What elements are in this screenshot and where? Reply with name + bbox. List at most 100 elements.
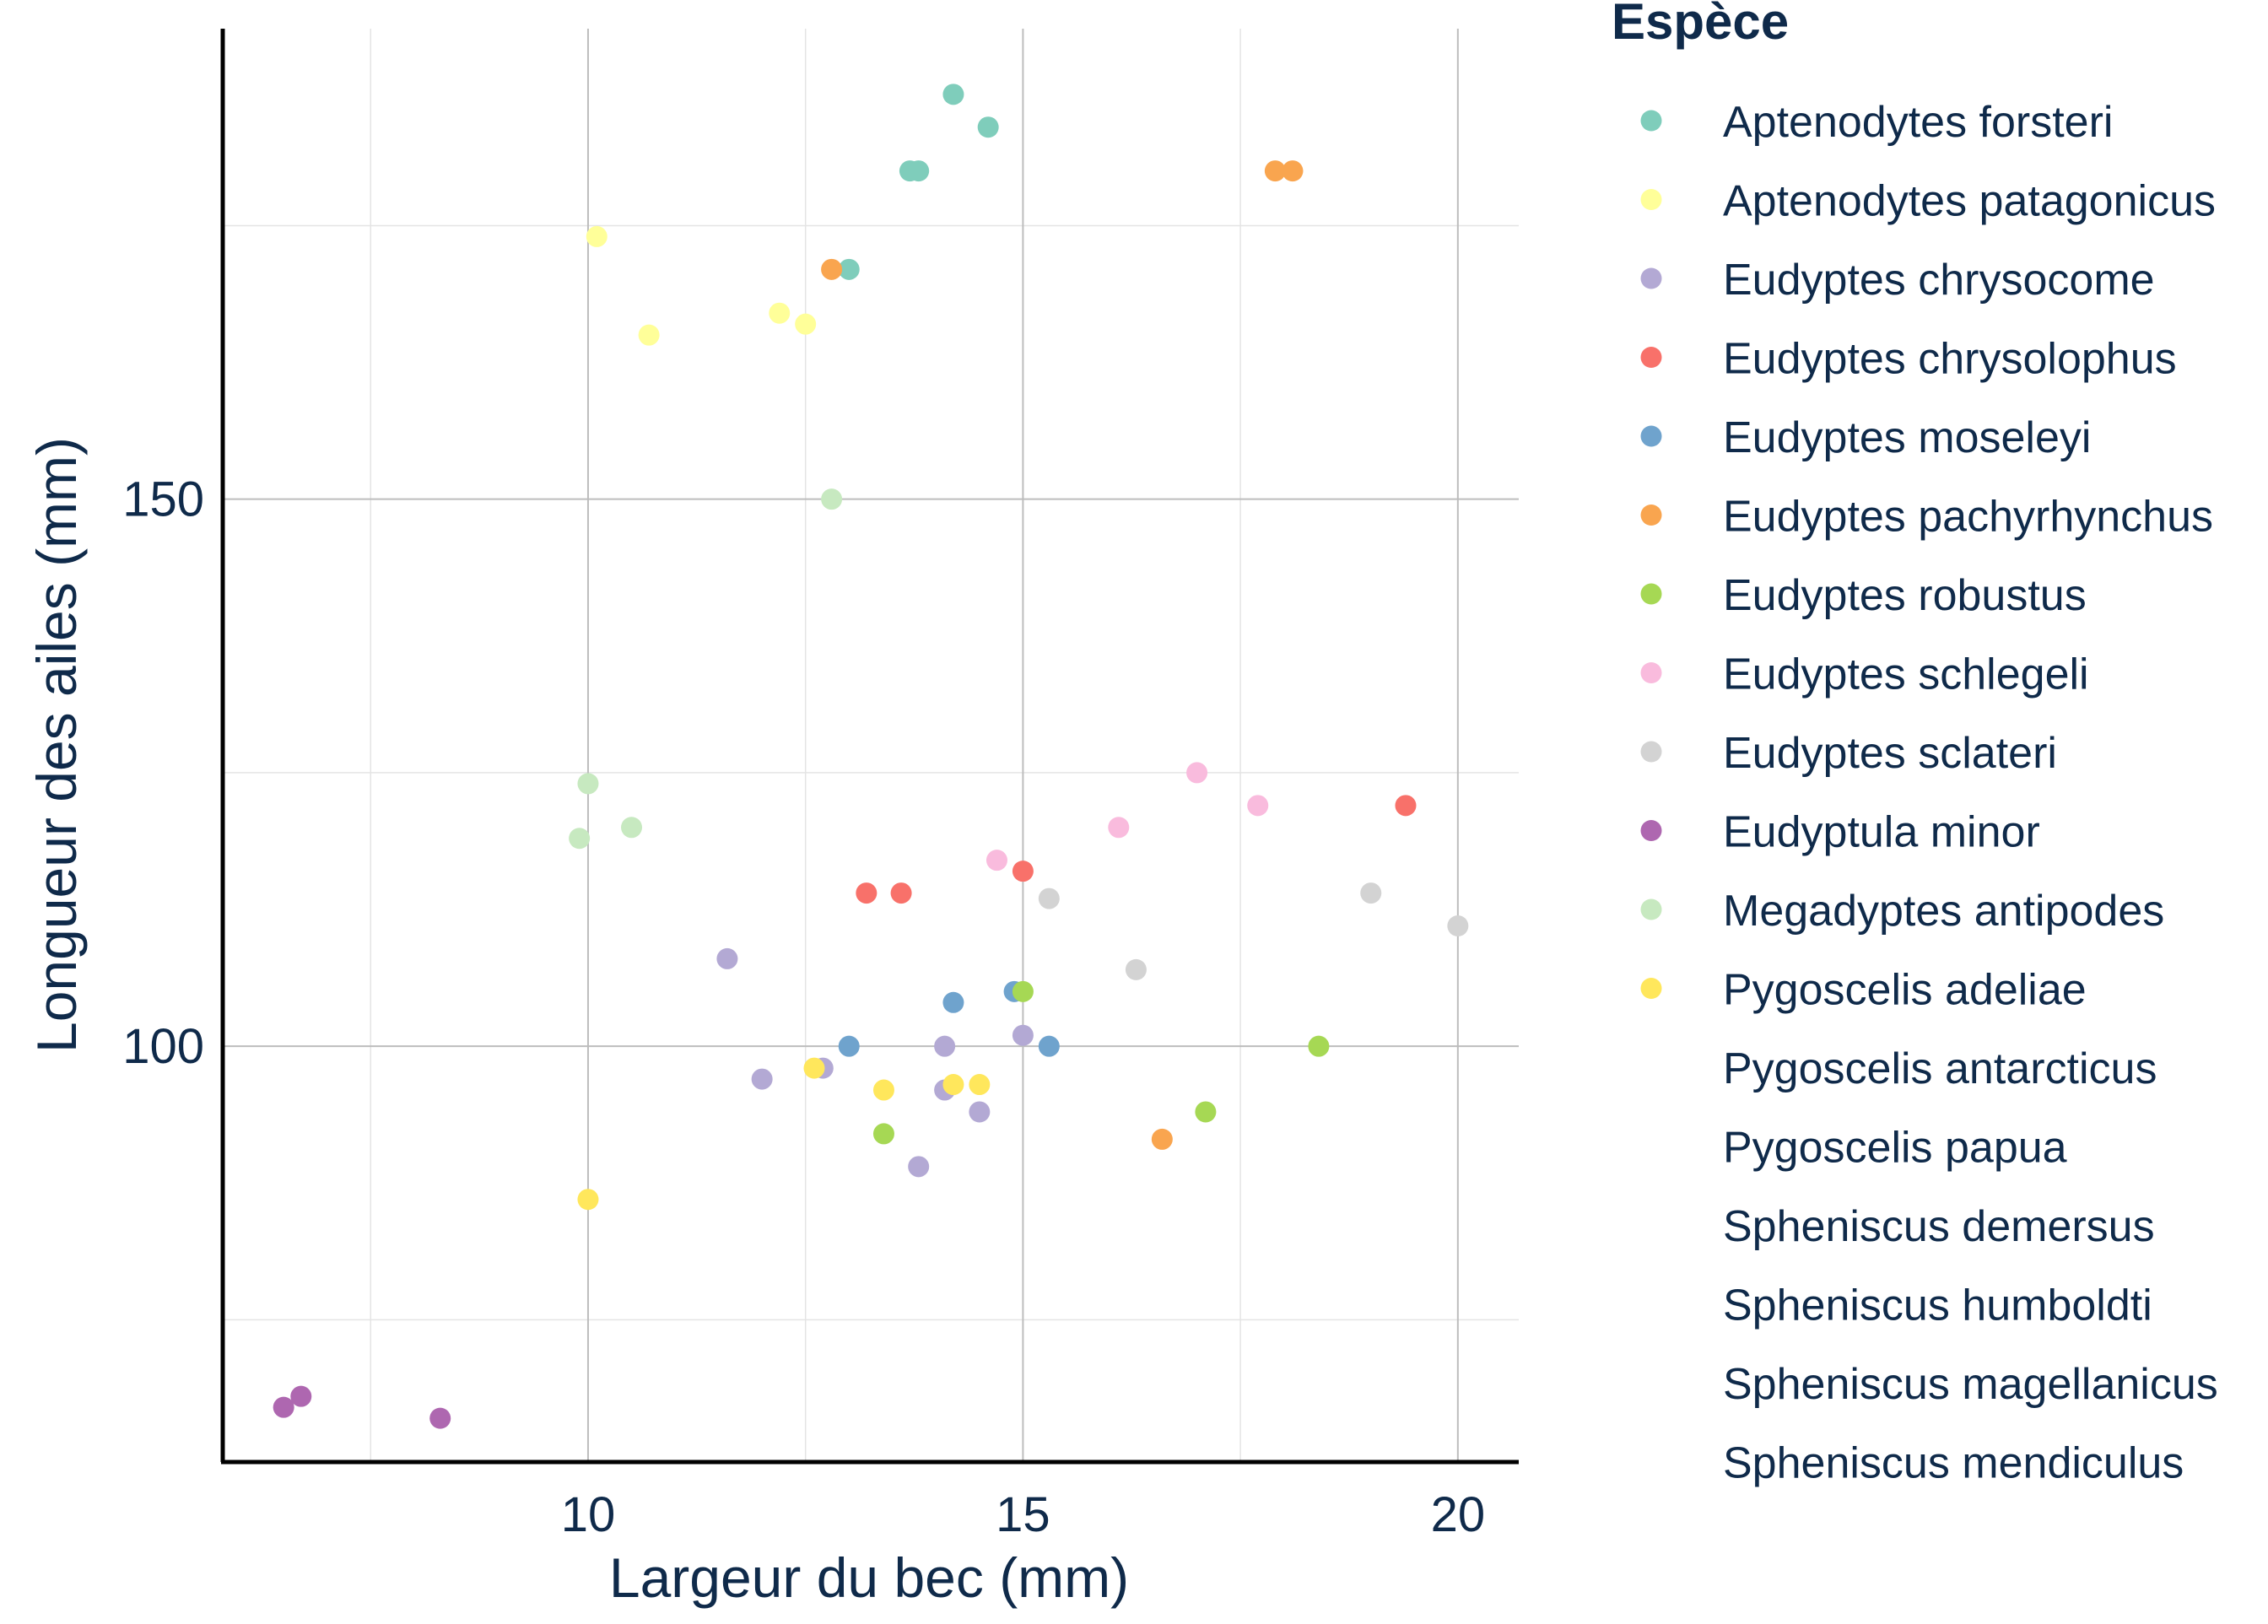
data-point (1195, 1101, 1217, 1123)
data-point (716, 947, 738, 969)
axes (220, 29, 1519, 1465)
legend-marker (1640, 425, 1662, 447)
data-point (1447, 915, 1469, 936)
data-point (986, 850, 1007, 871)
y-tick-label: 150 (122, 472, 204, 527)
legend-marker (1640, 110, 1662, 132)
legend-label: Eudyptula minor (1723, 808, 2040, 857)
legend-marker (1640, 347, 1662, 368)
legend-label: Pygoscelis papua (1723, 1124, 2067, 1173)
legend: Espèce Aptenodytes forsteri Aptenodytes p… (1612, 0, 2218, 1488)
data-point (821, 488, 843, 510)
data-point (1151, 1128, 1173, 1150)
legend-label: Eudyptes chrysolophus (1723, 335, 2177, 384)
x-axis-label: Largeur du bec (mm) (609, 1546, 1129, 1609)
data-point (273, 1396, 294, 1418)
legend-marker (1640, 583, 1662, 605)
data-point (577, 773, 599, 795)
data-point (1186, 762, 1208, 784)
grid (223, 29, 1519, 1462)
legend-marker (1640, 1451, 1662, 1472)
legend-label: Pygoscelis adeliae (1723, 966, 2087, 1015)
data-point (795, 313, 817, 335)
legend-marker (1640, 189, 1662, 210)
data-point (769, 302, 791, 324)
data-point (569, 828, 591, 850)
data-point (838, 258, 860, 280)
data-point (977, 116, 999, 138)
data-point (908, 160, 930, 182)
tick-labels: 10 15 20 100 150 (122, 472, 1485, 1542)
data-point (621, 817, 643, 839)
data-point (577, 1189, 599, 1211)
data-points (273, 84, 1469, 1429)
data-point (942, 84, 964, 105)
y-axis-label: Longueur des ailes (mm) (25, 437, 88, 1053)
data-point (290, 1385, 312, 1407)
legend-label: Eudyptes moseleyi (1723, 413, 2091, 462)
x-tick-label: 15 (996, 1487, 1050, 1542)
legend-marker (1640, 1372, 1662, 1394)
data-point (1395, 795, 1417, 817)
legend-label: Spheniscus demersus (1723, 1202, 2155, 1251)
legend-marker (1640, 1214, 1662, 1236)
data-point (586, 225, 608, 247)
data-point (1012, 861, 1034, 882)
legend-label: Eudyptes sclateri (1723, 729, 2057, 778)
legend-label: Spheniscus magellanicus (1723, 1360, 2218, 1409)
data-point (1247, 795, 1269, 817)
data-point (856, 882, 878, 904)
data-point (429, 1407, 451, 1429)
data-point (942, 991, 964, 1013)
legend-items: Aptenodytes forsteri Aptenodytes patagoni… (1640, 98, 2218, 1488)
data-point (1264, 160, 1286, 182)
legend-marker (1640, 898, 1662, 920)
legend-title: Espèce (1612, 0, 1789, 50)
data-point (1308, 1035, 1330, 1057)
legend-marker (1640, 1136, 1662, 1157)
data-point (838, 1035, 860, 1057)
data-point (638, 324, 660, 346)
legend-marker (1640, 1293, 1662, 1314)
data-point (969, 1101, 991, 1123)
legend-marker (1640, 504, 1662, 526)
data-point (1038, 888, 1060, 909)
data-point (1012, 980, 1034, 1002)
data-point (969, 1074, 991, 1096)
data-point (872, 1123, 894, 1145)
data-point (803, 1057, 825, 1079)
x-tick-label: 20 (1431, 1487, 1486, 1542)
legend-label: Spheniscus mendiculus (1723, 1439, 2184, 1488)
data-point (890, 882, 912, 904)
legend-label: Pygoscelis antarcticus (1723, 1044, 2157, 1093)
data-point (1012, 1024, 1034, 1046)
data-point (934, 1035, 956, 1057)
legend-marker (1640, 662, 1662, 683)
data-point (751, 1068, 773, 1090)
data-point (1360, 882, 1382, 904)
data-point (942, 1074, 964, 1096)
data-point (1108, 817, 1130, 839)
legend-label: Megadyptes antipodes (1723, 887, 2164, 936)
legend-marker (1640, 267, 1662, 289)
legend-label: Spheniscus humboldti (1723, 1281, 2152, 1330)
legend-label: Eudyptes chrysocome (1723, 256, 2155, 305)
data-point (908, 1156, 930, 1178)
legend-marker (1640, 978, 1662, 999)
data-point (821, 258, 843, 280)
legend-marker (1640, 820, 1662, 841)
data-point (1282, 160, 1304, 182)
legend-label: Eudyptes pachyrhynchus (1723, 493, 2213, 542)
data-point (872, 1079, 894, 1101)
legend-label: Eudyptes schlegeli (1723, 650, 2089, 699)
legend-label: Aptenodytes patagonicus (1723, 177, 2216, 226)
legend-label: Eudyptes robustus (1723, 571, 2087, 620)
legend-marker (1640, 1056, 1662, 1078)
legend-marker (1640, 741, 1662, 763)
y-tick-label: 100 (122, 1019, 204, 1074)
data-point (1125, 958, 1147, 980)
data-point (1038, 1035, 1060, 1057)
legend-label: Aptenodytes forsteri (1723, 98, 2113, 147)
